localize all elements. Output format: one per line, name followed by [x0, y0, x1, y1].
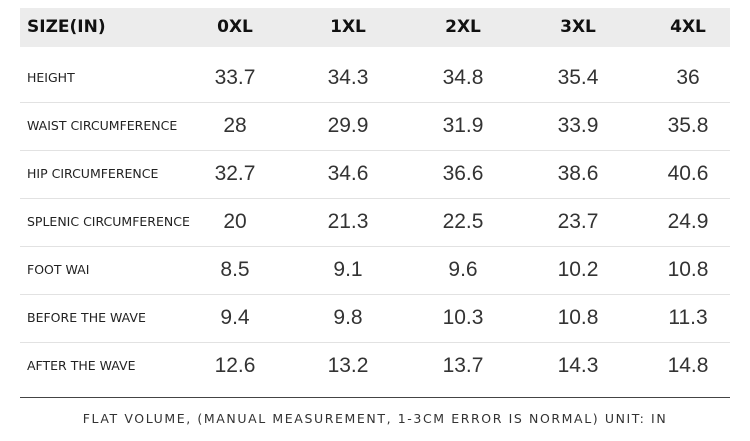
cell-value: 36	[676, 66, 700, 89]
cell-value: 12.6	[214, 354, 256, 377]
header-cell: 1XL	[330, 17, 366, 37]
row-separator	[20, 102, 730, 103]
row-label: FOOT WAI	[27, 262, 90, 277]
cell-value: 34.8	[442, 66, 484, 89]
cell-value: 13.7	[442, 354, 484, 377]
cell-value: 14.8	[667, 354, 709, 377]
cell-value: 9.4	[220, 306, 250, 329]
header-cell: SIZE(IN)	[27, 17, 106, 37]
header-cell: 3XL	[560, 17, 596, 37]
row-label: AFTER THE WAVE	[27, 358, 136, 373]
cell-value: 34.3	[327, 66, 369, 89]
cell-value: 9.8	[333, 306, 363, 329]
cell-value: 10.8	[667, 258, 709, 281]
cell-value: 9.6	[448, 258, 478, 281]
row-separator	[20, 246, 730, 247]
cell-value: 40.6	[667, 162, 709, 185]
row-separator	[20, 198, 730, 199]
cell-value: 33.9	[557, 114, 599, 137]
row-label: HEIGHT	[27, 70, 75, 85]
cell-value: 10.8	[557, 306, 599, 329]
cell-value: 23.7	[557, 210, 599, 233]
cell-value: 13.2	[327, 354, 369, 377]
cell-value: 32.7	[214, 162, 256, 185]
cell-value: 28	[223, 114, 247, 137]
row-label: SPLENIC CIRCUMFERENCE	[27, 214, 190, 229]
cell-value: 22.5	[442, 210, 484, 233]
cell-value: 10.2	[557, 258, 599, 281]
row-separator	[20, 294, 730, 295]
cell-value: 11.3	[668, 306, 708, 329]
cell-value: 36.6	[442, 162, 484, 185]
cell-value: 20	[223, 210, 247, 233]
row-label: BEFORE THE WAVE	[27, 310, 146, 325]
cell-value: 33.7	[214, 66, 256, 89]
header-row	[20, 8, 730, 47]
cell-value: 29.9	[327, 114, 369, 137]
footer-note: FLAT VOLUME, (MANUAL MEASUREMENT, 1-3CM …	[20, 397, 730, 441]
cell-value: 14.3	[557, 354, 599, 377]
cell-value: 24.9	[667, 210, 709, 233]
cell-value: 34.6	[327, 162, 369, 185]
header-cell: 0XL	[217, 17, 253, 37]
cell-value: 10.3	[442, 306, 484, 329]
cell-value: 31.9	[442, 114, 484, 137]
cell-value: 8.5	[220, 258, 250, 281]
cell-value: 21.3	[327, 210, 369, 233]
header-cell: 2XL	[445, 17, 481, 37]
row-label: HIP CIRCUMFERENCE	[27, 166, 159, 181]
row-separator	[20, 342, 730, 343]
row-label: WAIST CIRCUMFERENCE	[27, 118, 178, 133]
row-separator	[20, 150, 730, 151]
cell-value: 35.4	[557, 66, 599, 89]
header-cell: 4XL	[670, 17, 706, 37]
cell-value: 38.6	[557, 162, 599, 185]
cell-value: 35.8	[667, 114, 709, 137]
cell-value: 9.1	[333, 258, 363, 281]
